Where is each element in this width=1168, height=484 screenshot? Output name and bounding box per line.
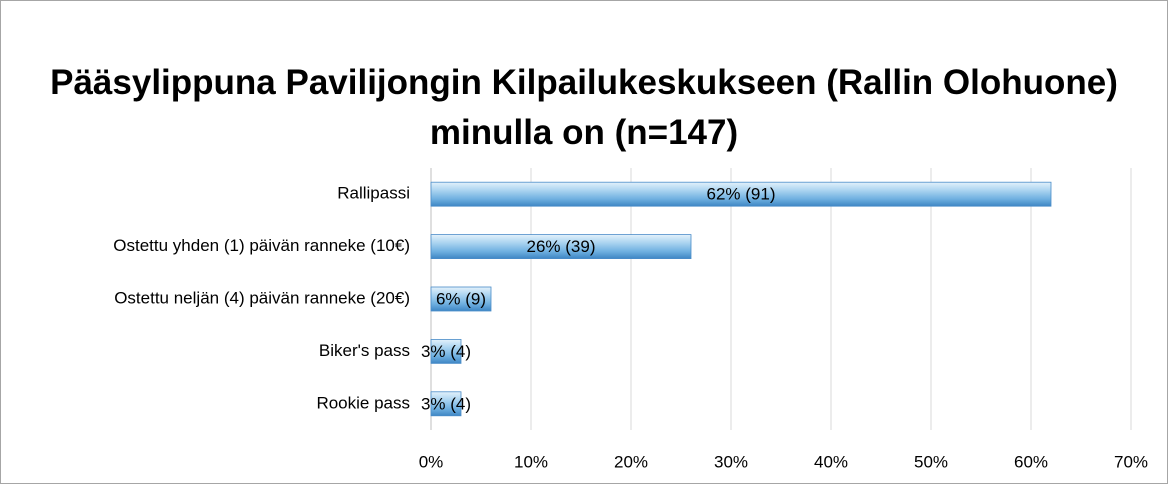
x-tick-label: 70% (1114, 452, 1148, 471)
x-tick-label: 0% (419, 452, 444, 471)
y-tick-label: Biker's pass (319, 341, 410, 360)
bar (430, 286, 492, 312)
y-tick-label: Ostettu yhden (1) päivän ranneke (10€) (113, 236, 410, 255)
chart-title: Pääsylippuna Pavilijongin Kilpailukeskuk… (50, 63, 1118, 152)
data-label: 3% (4) (421, 342, 471, 361)
bar (430, 391, 462, 417)
data-label: 3% (4) (421, 394, 471, 413)
x-tick-label: 50% (914, 452, 948, 471)
x-tick-label: 20% (614, 452, 648, 471)
y-tick-label: Rallipassi (337, 184, 410, 203)
x-tick-label: 10% (514, 452, 548, 471)
x-tick-label: 30% (714, 452, 748, 471)
bar (430, 234, 692, 260)
y-tick-label: Ostettu neljän (4) päivän ranneke (20€) (114, 288, 410, 307)
y-tick-label: Rookie pass (316, 393, 410, 412)
data-label: 26% (39) (527, 237, 596, 256)
x-tick-label: 40% (814, 452, 848, 471)
data-label: 62% (91) (707, 185, 776, 204)
bar (430, 181, 1052, 207)
bar (430, 338, 462, 364)
x-tick-label: 60% (1014, 452, 1048, 471)
data-label: 6% (9) (436, 289, 486, 308)
